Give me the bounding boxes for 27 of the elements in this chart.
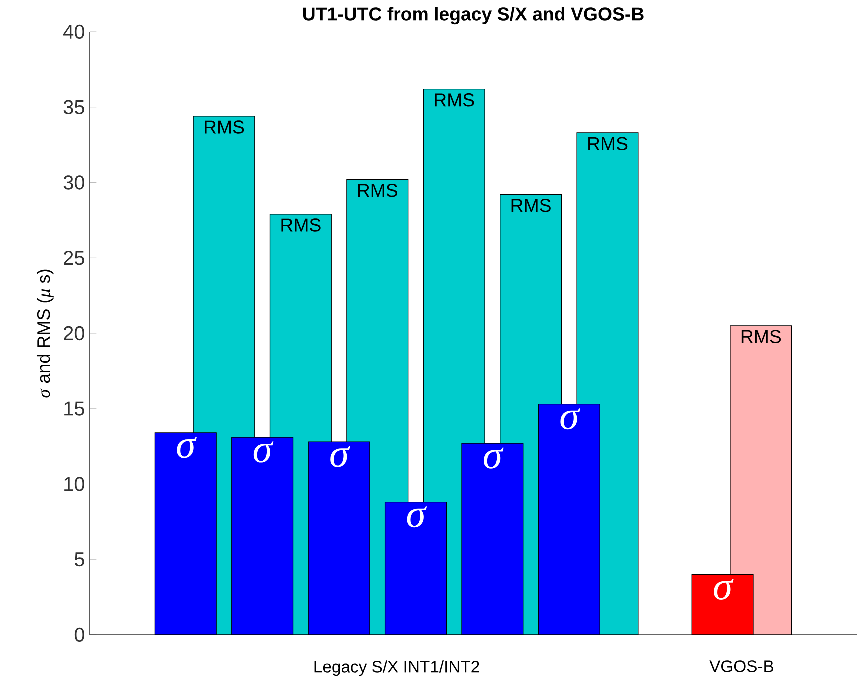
text: RMS [358,184,398,198]
text: Legacy S/X INT1/INT2 [314,660,480,676]
y-tick-label: 40 [64,24,84,40]
text: RMS [282,218,321,232]
text: RMS [588,137,628,150]
text: σ [484,448,504,469]
text: RMS [512,199,551,212]
text: RMS [742,330,782,344]
y-axis-title: σ and RMS (μ s) [36,270,54,398]
text: σ [177,437,198,458]
text: σ [714,578,734,600]
chart-title: UT1-UTC from legacy S/X and VGOS-B [304,7,644,25]
y-tick-label: 20 [64,326,84,341]
y-tick-label: 30 [64,176,84,190]
y-tick-label: 35 [64,100,84,114]
y-tick-label: 25 [64,251,84,266]
text: VGOS-B [710,660,774,672]
text: σ [254,442,274,463]
text: σ [560,408,581,430]
text: RMS [435,94,474,107]
text: σ [407,506,428,528]
y-tick-label: 5 [74,552,84,567]
y-tick-label: 15 [64,402,84,416]
series-label: σ [330,446,350,468]
series-label: RMS [205,120,244,134]
y-tick-label: 10 [64,477,84,492]
y-tick-label: 0 [74,628,84,642]
